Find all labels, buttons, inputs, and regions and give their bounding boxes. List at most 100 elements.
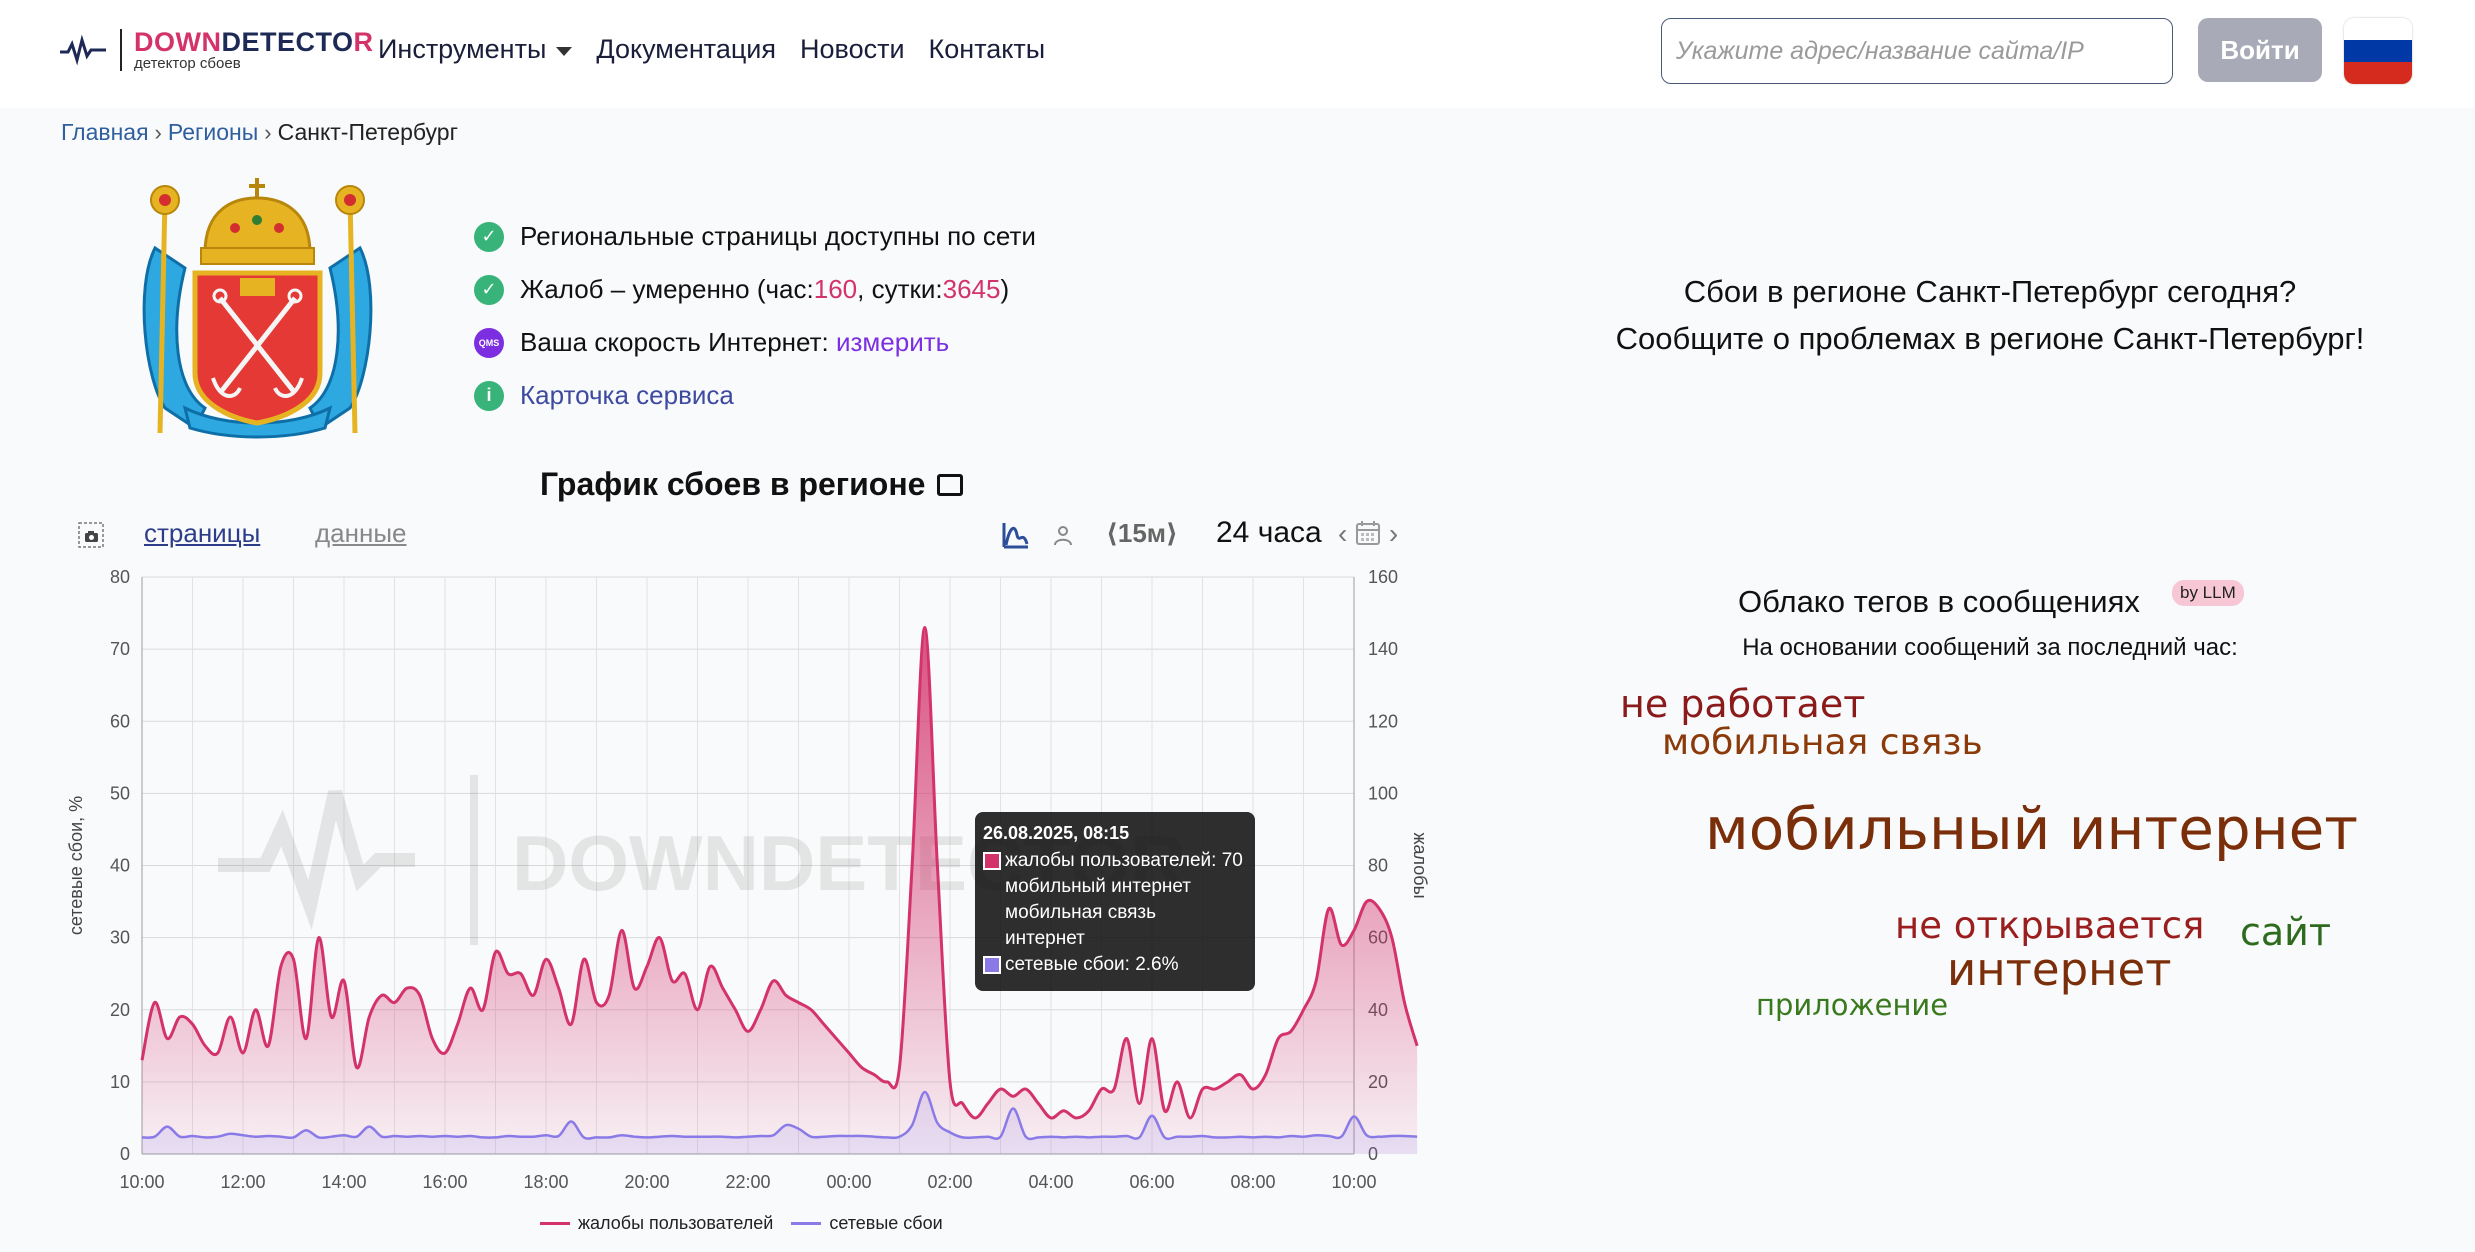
tab-data[interactable]: данные	[315, 518, 407, 548]
status-list: ✓ Региональные страницы доступны по сети…	[474, 210, 1036, 422]
logo-text: DOWNDETECTOR детектор сбоев	[134, 28, 374, 72]
speed-measure-link[interactable]: измерить	[835, 327, 950, 357]
x-tick-label: 12:00	[220, 1172, 265, 1192]
camera-icon[interactable]	[78, 522, 104, 548]
tooltip-tag: интернет	[1005, 928, 1085, 949]
flag-stripe-white	[2344, 18, 2412, 40]
y-axis-title: сетевые сбои, %	[66, 796, 86, 935]
status-speed: QMS Ваша скорость Интернет: измерить	[474, 316, 1036, 369]
y-tick-label: 70	[110, 639, 130, 659]
status-complaints: ✓ Жалоб – умеренно (час: 160, сутки: 364…	[474, 263, 1036, 316]
chart-title: График сбоев в регионе	[540, 466, 964, 503]
chart-tooltip: 26.08.2025, 08:15 жалобы пользователей: …	[975, 812, 1255, 991]
network-area	[142, 1091, 1418, 1154]
search-input[interactable]	[1661, 18, 2173, 84]
interval-selector[interactable]: ⟨15м⟩	[1106, 518, 1178, 548]
report-line-1: Сбои в регионе Санкт-Петербург сегодня?	[1683, 274, 2297, 309]
tooltip-tag: мобильный интернет	[1005, 876, 1192, 897]
login-button[interactable]: Войти	[2198, 18, 2322, 82]
complaints-prefix: Жалоб – умеренно (час:	[520, 274, 814, 304]
report-prompt: Сбои в регионе Санкт-Петербург сегодня? …	[1540, 268, 2440, 362]
complaints-suffix: )	[1000, 274, 1010, 304]
y-tick-label: 60	[110, 711, 130, 731]
breadcrumb-regions[interactable]: Регионы	[167, 119, 259, 145]
tab-pages[interactable]: страницы	[144, 518, 261, 548]
russia-flag-icon[interactable]	[2344, 18, 2412, 84]
x-tick-label: 06:00	[1129, 1172, 1174, 1192]
breadcrumb: Главная › Регионы › Санкт-Петербург	[61, 119, 458, 146]
flag-stripe-red	[2344, 61, 2412, 84]
info-icon: i	[474, 380, 504, 411]
tag-item[interactable]: не работает	[1620, 682, 1866, 726]
y2-tick-label: 80	[1368, 856, 1388, 876]
logo[interactable]: DOWNDETECTOR детектор сбоев	[60, 28, 374, 72]
user-icon[interactable]	[1052, 524, 1074, 546]
y2-tick-label: 100	[1368, 783, 1398, 803]
chevron-left-icon[interactable]: ‹	[1338, 518, 1348, 549]
complaints-mid: , сутки:	[857, 274, 943, 304]
legend-network[interactable]: сетевые сбои	[791, 1213, 943, 1234]
tag-item[interactable]: не открывается	[1895, 904, 2205, 947]
check-icon: ✓	[474, 221, 504, 252]
y2-tick-label: 120	[1368, 711, 1398, 731]
complaints-area	[142, 627, 1418, 1154]
nav-item-label: Документация	[596, 34, 777, 64]
y-tick-label: 20	[110, 1000, 130, 1020]
x-tick-label: 20:00	[624, 1172, 669, 1192]
chart-toolbar: страницы данные ⟨15м⟩ 24 часа ‹ ›	[76, 516, 1406, 552]
x-tick-label: 14:00	[321, 1172, 366, 1192]
tooltip-tag: мобильная связь	[1005, 902, 1157, 923]
tag-item[interactable]: сайт	[2240, 910, 2332, 954]
status-card: i Карточка сервиса	[474, 369, 1036, 422]
nav-item-label: Инструменты	[378, 34, 547, 64]
nav-item-docs[interactable]: Документация	[596, 34, 776, 65]
chevron-right-icon[interactable]: ›	[1388, 518, 1399, 549]
service-card-link[interactable]: Карточка сервиса	[520, 380, 734, 410]
header: DOWNDETECTOR детектор сбоев Инструменты …	[0, 0, 2475, 108]
y2-tick-label: 160	[1368, 567, 1398, 587]
area-chart-icon[interactable]	[1001, 520, 1031, 550]
nav-item-label: Новости	[800, 34, 905, 64]
main-nav: Инструменты Документация Новости Контакт…	[378, 34, 1069, 65]
x-tick-label: 10:00	[1331, 1172, 1376, 1192]
calendar-icon[interactable]	[1355, 520, 1381, 546]
legend-swatch	[540, 1222, 570, 1225]
legend-label: жалобы пользователей	[578, 1213, 774, 1233]
x-tick-label: 18:00	[523, 1172, 568, 1192]
date-nav: ‹ ›	[1338, 518, 1398, 550]
coat-of-arms-icon	[142, 178, 373, 439]
watermark-pulse	[218, 790, 415, 930]
flag-stripe-blue	[2344, 39, 2412, 62]
qms-icon: QMS	[474, 327, 504, 358]
x-tick-label: 02:00	[927, 1172, 972, 1192]
tag-item[interactable]: интернет	[1947, 943, 2172, 996]
monitor-icon	[937, 473, 964, 496]
tag-item[interactable]: приложение	[1756, 988, 1949, 1022]
x-tick-label: 22:00	[725, 1172, 770, 1192]
tag-item[interactable]: мобильный интернет	[1705, 795, 2359, 863]
logo-brand-r: R	[353, 27, 374, 57]
tooltip-title: 26.08.2025, 08:15	[983, 823, 1130, 843]
tooltip-row-complaints: жалобы пользователей: 70	[983, 848, 1247, 874]
nav-item-contacts[interactable]: Контакты	[929, 34, 1046, 65]
tooltip-text: сетевые сбои: 2.6%	[1005, 954, 1179, 975]
chevron-right-icon: ›	[264, 119, 272, 145]
check-icon: ✓	[474, 274, 504, 305]
x-tick-label: 08:00	[1230, 1172, 1275, 1192]
tag-item[interactable]: мобильная связь	[1662, 722, 1983, 763]
legend-complaints[interactable]: жалобы пользователей	[540, 1213, 773, 1234]
logo-brand-down: DOWN	[134, 27, 222, 57]
nav-item-news[interactable]: Новости	[800, 34, 905, 65]
chart-legend: жалобы пользователей сетевые сбои	[540, 1213, 961, 1234]
x-tick-label: 04:00	[1028, 1172, 1073, 1192]
chevron-down-icon	[556, 46, 573, 56]
report-line-2: Сообщите о проблемах в регионе Санкт-Пет…	[1615, 321, 2365, 356]
speed-prefix: Ваша скорость Интернет:	[520, 327, 836, 357]
nav-item-tools[interactable]: Инструменты	[378, 34, 573, 65]
logo-brand-detecto: DETECTO	[221, 27, 354, 57]
complaints-day: 3645	[942, 274, 1001, 304]
range-selector[interactable]: 24 часа	[1216, 516, 1322, 549]
breadcrumb-home[interactable]: Главная	[61, 119, 149, 145]
status-regional-text: Региональные страницы доступны по сети	[520, 221, 1036, 251]
x-tick-label: 10:00	[119, 1172, 164, 1192]
